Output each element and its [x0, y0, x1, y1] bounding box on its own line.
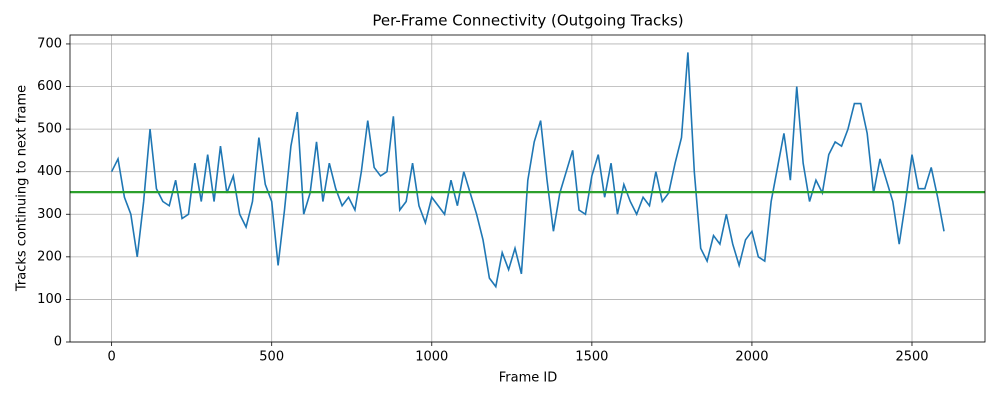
- y-tick-label: 100: [37, 292, 62, 307]
- x-tick-label: 1500: [575, 350, 608, 365]
- x-tick-label: 0: [107, 350, 115, 365]
- x-axis-label: Frame ID: [499, 371, 557, 386]
- data-line: [110, 52, 945, 289]
- y-tick-label: 400: [37, 164, 62, 179]
- y-axis-label: Tracks continuing to next frame: [15, 85, 30, 292]
- x-tick-label: 1000: [415, 350, 448, 365]
- y-tick-label: 600: [37, 79, 62, 94]
- plot-frame: [69, 34, 986, 343]
- x-tick-label: 2500: [895, 350, 928, 365]
- x-tick-label: 500: [259, 350, 284, 365]
- x-tick-label: 2000: [735, 350, 768, 365]
- y-tick-label: 500: [37, 122, 62, 137]
- y-tick-label: 0: [54, 335, 62, 350]
- y-tick-label: 300: [37, 207, 62, 222]
- y-tick-label: 700: [37, 36, 62, 51]
- chart-title: Per-Frame Connectivity (Outgoing Tracks): [372, 12, 683, 30]
- y-tick-label: 200: [37, 249, 62, 264]
